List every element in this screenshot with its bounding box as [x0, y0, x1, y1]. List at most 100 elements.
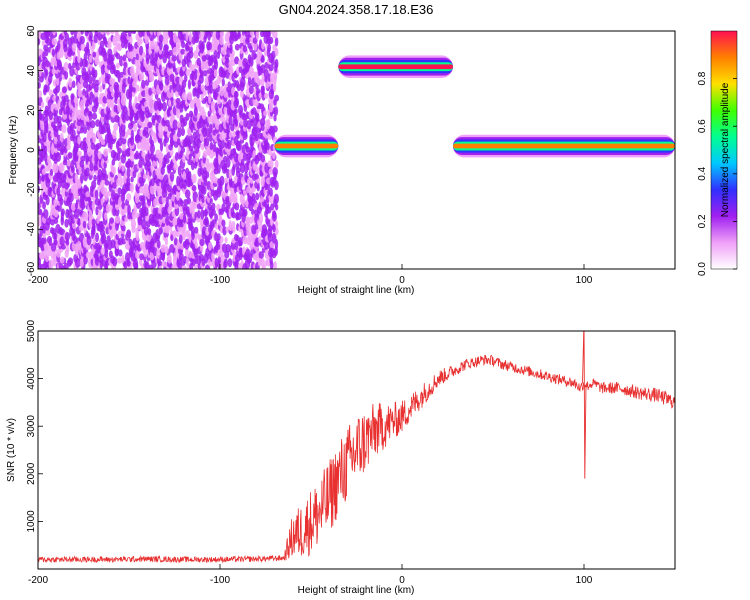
- spectrogram-cell: [67, 257, 74, 266]
- spectrogram-cell: [56, 57, 61, 68]
- spectrogram-cell: [116, 151, 121, 162]
- spectrogram-cell: [113, 46, 117, 54]
- spectrogram-cell: [127, 31, 132, 38]
- spectrogram-cell: [178, 252, 184, 262]
- spectrogram-cell: [222, 226, 227, 236]
- spectrogram-cell: [226, 168, 230, 179]
- snr-y-ticks: 1000 2000 3000 4000 5000: [26, 319, 43, 533]
- spectrogram-cell: [99, 31, 106, 35]
- spectrogram-cell: [200, 143, 205, 151]
- spectrogram-cell: [258, 235, 262, 244]
- spectrogram-cell: [268, 101, 274, 113]
- spectrogram-cell: [240, 162, 246, 174]
- spectrogram-cell: [268, 64, 274, 72]
- spectrogram-cell: [71, 111, 76, 123]
- spectrogram-cell: [126, 259, 131, 267]
- spectrogram-cell: [268, 36, 274, 45]
- spectrogram-cell: [200, 92, 204, 101]
- spectrogram-cell: [234, 43, 240, 51]
- spectrogram-cell: [234, 56, 240, 65]
- spectrogram-cell: [221, 243, 228, 253]
- spectrogram-cell: [267, 31, 271, 38]
- spectrogram-cell: [194, 241, 198, 249]
- spectrogram-y-ticks: -60 -40 -20 0 20 40 60: [26, 25, 43, 276]
- spectrogram-cell: [178, 234, 183, 244]
- spectrogram-cell: [239, 193, 245, 205]
- spectrogram-cell: [103, 36, 107, 45]
- spectrogram-cell: [211, 202, 216, 211]
- spectrogram-cell: [229, 44, 233, 54]
- spectrogram-cell: [193, 226, 199, 234]
- spectrogram-cell: [191, 185, 197, 192]
- spectrogram-cell: [209, 197, 213, 205]
- spectrogram-cell: [175, 82, 181, 93]
- spectrogram-cell: [180, 127, 186, 137]
- spectrogram-cell: [200, 84, 205, 92]
- spectrogram-cell: [253, 123, 258, 132]
- spectrogram-cell: [199, 238, 205, 247]
- spectrogram-cell: [158, 265, 162, 269]
- spectrogram-cell: [273, 193, 279, 205]
- spectrogram-cell: [93, 174, 97, 182]
- spectrogram-cell: [73, 208, 80, 220]
- spectrogram-cell: [111, 181, 117, 190]
- spectrogram-cell: [64, 232, 71, 241]
- spectrogram-cell: [185, 68, 191, 77]
- spectrogram-cell: [114, 114, 120, 123]
- spectrogram-cell: [56, 115, 62, 124]
- spectrogram-cell: [202, 150, 208, 158]
- spectrogram-cell: [219, 85, 225, 97]
- spectrogram-cell: [223, 258, 228, 268]
- spectrogram-cell: [127, 204, 131, 215]
- spectrogram-cell: [77, 89, 83, 98]
- spectrogram-cell: [234, 80, 240, 89]
- spectrogram-cell: [208, 42, 212, 50]
- spectrogram-cell: [246, 120, 252, 130]
- spectrogram-cell: [48, 89, 53, 96]
- snr-frame: [37, 330, 676, 570]
- spectrogram-cell: [88, 97, 93, 105]
- spectrogram-cell: [176, 121, 182, 128]
- spectrogram-cell: [214, 231, 218, 242]
- spectrogram-cell: [107, 42, 112, 50]
- spectrogram-cell: [160, 180, 167, 191]
- spectrogram-cell: [187, 215, 193, 226]
- spectrogram-cell: [60, 208, 65, 217]
- spectrogram-cell: [52, 31, 57, 36]
- spectrogram-cell: [274, 36, 279, 47]
- spectrogram-cell: [191, 173, 197, 184]
- spectrogram-cell: [225, 195, 230, 203]
- y-tick-label: 0: [26, 147, 37, 153]
- spectrogram-cell: [44, 173, 49, 182]
- spectrogram-cell: [77, 136, 82, 145]
- colorbar-tick-label: 0.0: [697, 262, 708, 276]
- spectrogram-cell: [138, 195, 144, 202]
- colorbar-label: Normalized spectral amplitude: [720, 82, 731, 217]
- spectrogram-cell: [53, 125, 60, 133]
- spectrogram-cell: [149, 184, 156, 195]
- spectrogram-cell: [45, 196, 50, 206]
- spectrogram-cell: [118, 176, 123, 188]
- spectrogram-cell: [214, 59, 219, 70]
- spectrogram-cell: [44, 83, 50, 93]
- y-tick-label: 60: [26, 25, 37, 37]
- spectrogram-cell: [88, 75, 93, 84]
- spectrogram-cell: [179, 199, 184, 207]
- spectrogram-cell: [142, 51, 146, 59]
- spectrogram-cell: [42, 231, 47, 239]
- spectrogram-cell: [97, 150, 102, 160]
- spectrogram-x-axis-label: Height of straight line (km): [298, 285, 415, 296]
- spectrogram-cell: [102, 173, 109, 181]
- snr-spike-line: [582, 331, 587, 479]
- x-tick-label: -200: [28, 575, 48, 586]
- spectrogram-cell: [248, 56, 254, 67]
- colorbar-tick-label: 0.4: [697, 166, 708, 180]
- spectrogram-cell: [92, 51, 97, 58]
- spectrogram-cell: [274, 94, 280, 102]
- spectrogram-cell: [234, 241, 239, 251]
- spectrogram-cell: [84, 60, 89, 68]
- spectrogram-cell: [161, 260, 166, 268]
- spectrogram-cell: [228, 65, 234, 74]
- spectrogram-cell: [228, 114, 233, 126]
- spectrogram-cell: [71, 129, 76, 140]
